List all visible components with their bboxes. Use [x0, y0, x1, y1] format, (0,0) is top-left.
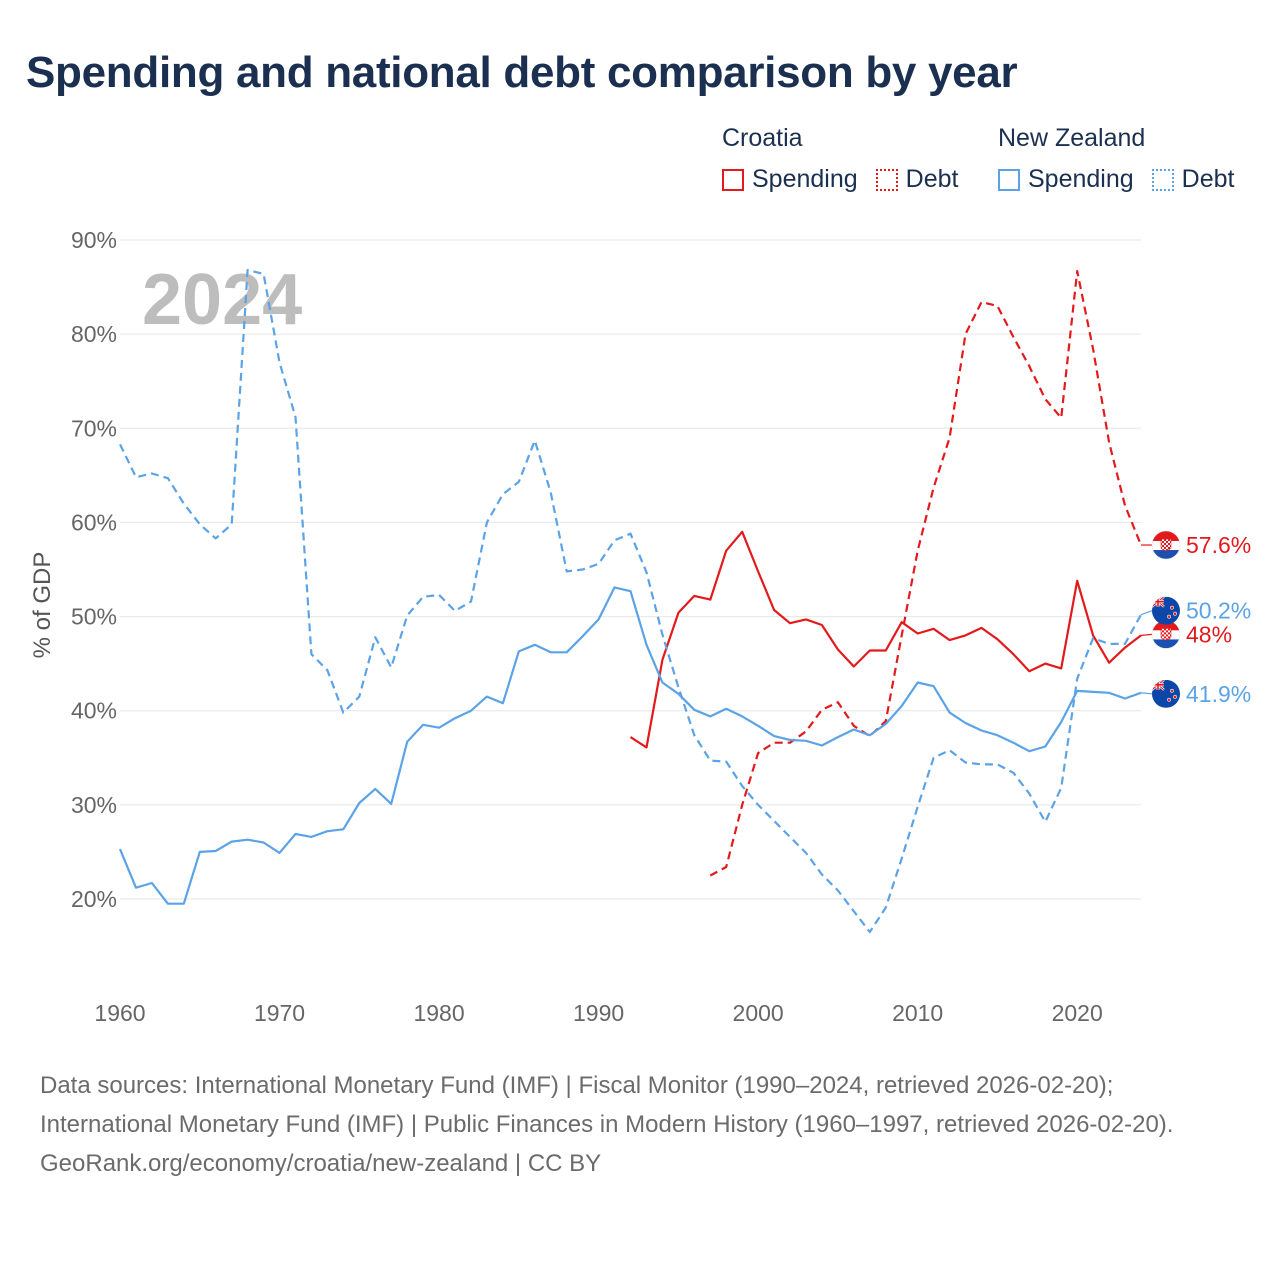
- new-zealand-flag-icon: [1152, 680, 1180, 708]
- legend-nz-name: New Zealand: [998, 124, 1146, 152]
- y-axis-label: % of GDP: [29, 552, 56, 659]
- x-tick-label: 1970: [254, 1000, 305, 1026]
- legend-nz-debt[interactable]: Debt: [1151, 165, 1235, 194]
- series-line-new-zealand-spending[interactable]: [118, 586, 1142, 905]
- y-tick-label: 70%: [71, 415, 117, 441]
- end-value-label: 50.2%: [1186, 598, 1251, 624]
- x-tick-label: 2010: [892, 1000, 943, 1026]
- x-tick-label: 1980: [413, 1000, 464, 1026]
- grid-lines: [120, 239, 1141, 900]
- y-tick-label: 90%: [71, 227, 117, 253]
- new-zealand-flag-icon: [1152, 597, 1180, 625]
- credit-link[interactable]: GeoRank.org/economy/croatia/new-zealand …: [40, 1150, 602, 1177]
- series-line-croatia-spending[interactable]: [629, 530, 1142, 749]
- legend-croatia-spending[interactable]: Spending: [722, 165, 858, 194]
- end-value-label: 57.6%: [1186, 532, 1251, 558]
- y-tick-label: 60%: [71, 509, 117, 535]
- x-tick-label: 2000: [733, 1000, 784, 1026]
- end-connector: [1140, 692, 1153, 695]
- legend-croatia: Croatia Spending Debt: [722, 124, 976, 194]
- y-tick-label: 30%: [71, 792, 117, 818]
- y-tick-label: 20%: [71, 886, 117, 912]
- legend-nz: New Zealand Spending Debt: [998, 124, 1252, 194]
- line-chart: 20% 30% 40% 50% 60% 70% 80% 90% 1960 1970 1980 199…: [29, 227, 1251, 1026]
- legend-swatch-dotted-blue: [1151, 168, 1174, 191]
- footer: Data sources: International Monetary Fun…: [40, 1066, 1240, 1183]
- legend-swatch-solid-blue: [998, 168, 1020, 191]
- x-tick-label: 1960: [94, 1000, 145, 1026]
- y-tick-label: 50%: [71, 604, 117, 630]
- legend-swatch-solid-red: [722, 168, 744, 191]
- end-connector: [1140, 610, 1153, 616]
- legend-nz-spending[interactable]: Spending: [998, 165, 1134, 194]
- legend-swatch-dotted-red: [875, 168, 898, 191]
- end-connector: [1140, 633, 1153, 636]
- y-axis-ticks: 20% 30% 40% 50% 60% 70% 80% 90%: [71, 227, 117, 912]
- y-tick-label: 80%: [71, 321, 117, 347]
- croatia-flag-icon: [1152, 531, 1180, 559]
- data-sources: Data sources: International Monetary Fun…: [40, 1072, 1174, 1138]
- y-tick-label: 40%: [71, 698, 117, 724]
- legend-croatia-debt[interactable]: Debt: [875, 165, 959, 194]
- legend-croatia-name: Croatia: [722, 124, 803, 152]
- x-axis-ticks: 1960 1970 1980 1990 2000 2010 2020: [94, 1000, 1102, 1026]
- chart-title: Spending and national debt comparison by…: [26, 48, 1018, 97]
- x-tick-label: 1990: [573, 1000, 624, 1026]
- series-line-croatia-debt[interactable]: [709, 270, 1143, 877]
- end-value-label: 48%: [1186, 621, 1232, 647]
- legend-croatia-spending-label: Spending: [752, 165, 858, 193]
- x-tick-label: 2020: [1052, 1000, 1103, 1026]
- legend-croatia-debt-label: Debt: [905, 165, 959, 193]
- legend-nz-spending-label: Spending: [1028, 165, 1134, 193]
- year-label: 2024: [142, 260, 302, 340]
- series-lines: [118, 269, 1143, 934]
- end-value-label: 41.9%: [1186, 681, 1251, 707]
- end-labels: 57.6% 48%50.2% 41.9%: [1140, 531, 1251, 708]
- legend-nz-debt-label: Debt: [1181, 165, 1235, 193]
- series-line-new-zealand-debt[interactable]: [119, 269, 1142, 934]
